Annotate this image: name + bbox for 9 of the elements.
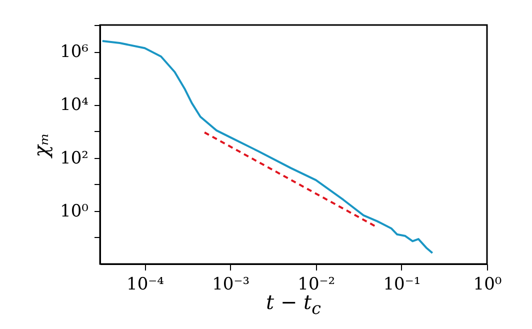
y-tick-label: 10⁶ <box>60 42 89 62</box>
x-tick-label: 10⁻¹ <box>383 274 421 294</box>
y-tick-label: 10⁰ <box>60 201 89 222</box>
y-tick-label: 10² <box>60 148 88 168</box>
x-tick-label: 10⁻⁴ <box>126 274 164 294</box>
x-tick-label: 10⁻³ <box>212 274 250 294</box>
x-tick-label: 10⁰ <box>473 274 502 294</box>
y-axis-title: χₘ <box>29 132 54 160</box>
y-tick-label: 10⁴ <box>60 95 89 116</box>
